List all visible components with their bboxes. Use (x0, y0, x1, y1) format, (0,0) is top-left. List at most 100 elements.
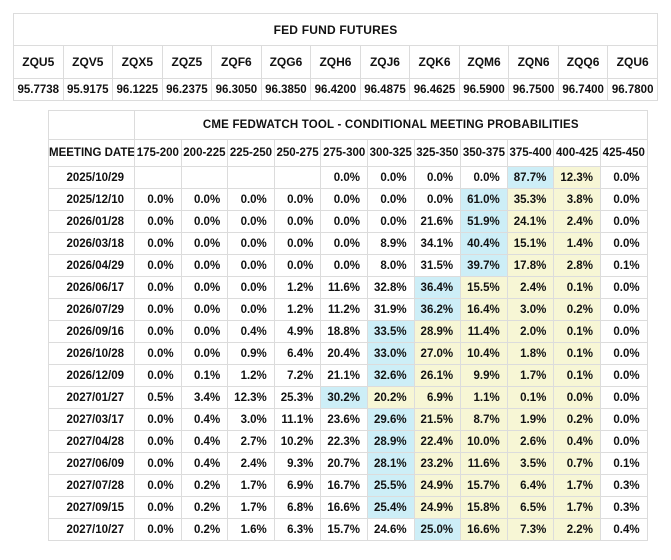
probability-cell: 0.1% (506, 386, 555, 409)
probability-cell: 1.1% (460, 386, 508, 409)
probability-cell: 0.2% (180, 474, 229, 497)
probability-cell: 0.0% (366, 210, 415, 233)
probability-cell: 11.6% (320, 276, 368, 299)
probability-cell: 0.0% (180, 210, 229, 233)
probability-cell: 0.0% (180, 298, 229, 321)
contract-price-cell: 96.7800 (607, 78, 658, 101)
contract-price-cell: 96.4200 (310, 78, 361, 101)
probability-cell: 2.4% (506, 276, 555, 299)
rate-bin-header: 275-300 (320, 139, 368, 167)
probability-cell: 0.0% (366, 188, 415, 211)
probability-cell: 0.0% (599, 298, 648, 321)
contract-price-cell: 96.2375 (161, 78, 213, 101)
probability-cell: 1.7% (553, 496, 601, 519)
table-row: 2027/06/09 0.0% 0.4% 2.4% 9.3% 20.7% 28.1% 23.2… (48, 452, 648, 475)
contract-price-cell: 95.7738 (13, 78, 64, 101)
table-row: 2025/12/10 0.0% 0.0% 0.0% 0.0% 0.0% 0.0% 0.0% 61… (48, 188, 648, 211)
probability-cell: 0.1% (553, 364, 601, 387)
probability-cell: 0.0% (180, 254, 229, 277)
probability-cell: 0.4% (553, 430, 601, 453)
probability-cell: 1.2% (273, 276, 322, 299)
probability-cell: 29.6% (366, 408, 415, 431)
probability-cell: 0.0% (180, 232, 229, 255)
probability-cell: 24.6% (366, 518, 415, 541)
table-row: 2026/12/09 0.0% 0.1% 1.2% 7.2% 21.1% 32.6% 26.1… (48, 364, 648, 387)
probability-cell: 16.7% (320, 474, 368, 497)
probability-cell: 0.0% (599, 232, 648, 255)
meeting-date-cell: 2027/06/09 (48, 452, 135, 475)
probability-cell: 28.1% (366, 452, 415, 475)
probability-cell: 0.0% (134, 254, 182, 277)
meeting-date-cell: 2027/09/15 (48, 496, 135, 519)
futures-prices-row: 95.7738 95.9175 96.1225 96.2375 96.3050 96.38… (13, 78, 658, 101)
table-row: 2026/09/16 0.0% 0.0% 0.4% 4.9% 18.8% 33.5% 28.9… (48, 320, 648, 343)
probability-cell: 3.0% (227, 408, 275, 431)
probability-cell: 31.5% (413, 254, 462, 277)
meeting-date-cell: 2026/10/28 (48, 342, 135, 365)
probability-cell: 0.0% (273, 188, 322, 211)
probability-cell: 0.0% (227, 254, 275, 277)
probability-cell: 1.6% (227, 518, 275, 541)
probability-cell: 3.5% (506, 452, 555, 475)
probability-cell: 0.0% (599, 430, 648, 453)
meeting-date-cell: 2026/07/29 (48, 298, 135, 321)
probability-cell: 87.7% (506, 166, 555, 189)
contract-code-cell: ZQG6 (260, 45, 312, 79)
contract-price-cell: 96.3050 (211, 78, 262, 101)
probability-cell: 11.4% (460, 320, 508, 343)
rate-bin-header: 175-200 (134, 139, 182, 167)
probability-cell: 22.3% (320, 430, 368, 453)
probability-cell: 3.0% (506, 298, 555, 321)
contract-code-cell: ZQX5 (112, 45, 163, 79)
table-row: 2026/04/29 0.0% 0.0% 0.0% 0.0% 0.0% 8.0% 31.5% 3… (48, 254, 648, 277)
probability-cell: 2.6% (506, 430, 555, 453)
table-row: 2026/01/28 0.0% 0.0% 0.0% 0.0% 0.0% 0.0% 21.6% 5… (48, 210, 648, 233)
meeting-date-cell: 2026/03/18 (48, 232, 135, 255)
probability-cell: 8.0% (366, 254, 415, 277)
probability-cell: 0.3% (599, 496, 648, 519)
rate-bin-header: 350-375 (460, 139, 508, 167)
probability-cell: 2.4% (227, 452, 275, 475)
probability-cell: 0.0% (134, 320, 182, 343)
rate-bin-header: 400-425 (553, 139, 601, 167)
probability-cell: 51.9% (460, 210, 508, 233)
contract-price-cell: 96.4875 (359, 78, 411, 101)
probability-cell: 0.0% (320, 254, 368, 277)
probability-cell: 1.9% (506, 408, 555, 431)
rate-bin-header: 325-350 (413, 139, 462, 167)
probability-cell: 28.9% (366, 430, 415, 453)
probability-cell: 25.0% (413, 518, 462, 541)
probability-cell: 11.2% (320, 298, 368, 321)
probability-cell: 1.8% (506, 342, 555, 365)
probability-cell: 15.5% (460, 276, 508, 299)
probability-cell: 6.4% (273, 342, 322, 365)
rate-bin-header: 250-275 (273, 139, 322, 167)
probability-cell: 0.1% (553, 320, 601, 343)
probability-cell: 2.7% (227, 430, 275, 453)
probability-cell: 0.0% (180, 320, 229, 343)
probability-cell: 2.4% (553, 210, 601, 233)
probability-cell: 0.1% (553, 342, 601, 365)
probability-cell: 0.0% (599, 320, 648, 343)
probability-cell: 3.8% (553, 188, 601, 211)
probability-cell: 31.9% (366, 298, 415, 321)
probability-cell: 16.6% (320, 496, 368, 519)
probability-cell: 0.4% (180, 430, 229, 453)
probability-cell: 15.8% (460, 496, 508, 519)
probability-cell: 0.3% (599, 474, 648, 497)
probability-cell: 0.1% (553, 276, 601, 299)
meeting-date-cell: 2025/10/29 (48, 166, 135, 189)
probability-cell: 0.0% (134, 364, 182, 387)
probability-cell: 0.0% (413, 188, 462, 211)
probability-cell: 0.0% (134, 298, 182, 321)
probability-cell: 0.4% (227, 320, 275, 343)
probability-cell: 20.4% (320, 342, 368, 365)
probability-cell: 23.2% (413, 452, 462, 475)
table-row: 2027/04/28 0.0% 0.4% 2.7% 10.2% 22.3% 28.9% 22.… (48, 430, 648, 453)
probability-cell: 11.1% (273, 408, 322, 431)
futures-table-title: FED FUND FUTURES (13, 13, 658, 46)
probability-cell: 33.5% (366, 320, 415, 343)
probability-cell (227, 166, 275, 189)
probability-cell: 0.0% (134, 276, 182, 299)
probability-cell: 0.1% (180, 364, 229, 387)
